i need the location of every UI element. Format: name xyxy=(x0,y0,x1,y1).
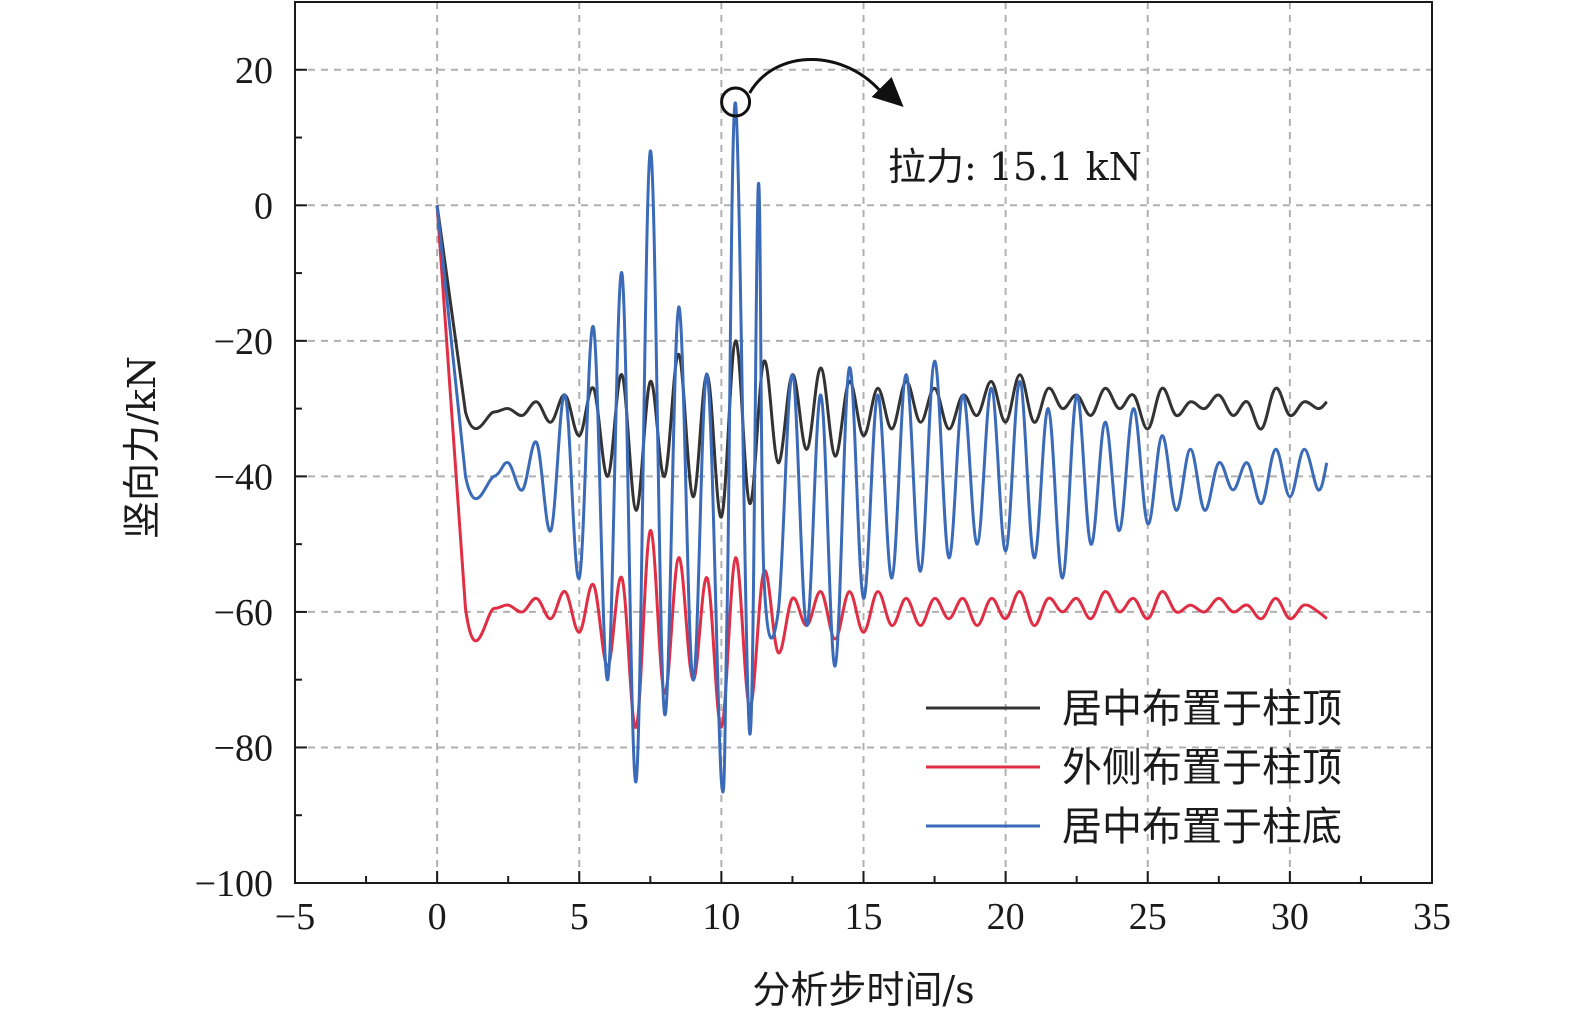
series-line-1 xyxy=(435,205,1328,519)
grid-lines xyxy=(295,2,1432,883)
axis-tick-labels: −5 0 5 10 15 20 25 30 35 −100 −80 −60 −40 −20 0 20 xyxy=(195,50,1451,938)
legend-label-3: 居中布置于柱底 xyxy=(1062,804,1342,850)
y-tick-label: −40 xyxy=(214,456,273,498)
annotation-arrow xyxy=(748,57,885,96)
y-tick-label: −80 xyxy=(214,727,273,769)
x-tick-label: 0 xyxy=(428,896,447,938)
x-tick-label: 5 xyxy=(570,896,589,938)
series-layer xyxy=(435,101,1329,794)
x-axis-title: 分析步时间/s xyxy=(752,968,974,1012)
annotation-label: 拉力: 15.1 kN xyxy=(888,145,1142,189)
x-tick-label: −5 xyxy=(275,896,315,938)
y-tick-label: 0 xyxy=(254,185,273,227)
y-tick-label: −100 xyxy=(195,863,273,905)
x-tick-label: 20 xyxy=(987,896,1025,938)
x-tick-label: 10 xyxy=(702,896,740,938)
x-tick-label: 15 xyxy=(845,896,883,938)
peak-annotation: 拉力: 15.1 kN xyxy=(720,57,1142,189)
axis-ticks xyxy=(294,1,1433,884)
y-axis-title: 竖向力/kN xyxy=(120,356,164,539)
series-line-2 xyxy=(435,205,1328,729)
y-tick-label: −60 xyxy=(214,592,273,634)
x-tick-label: 30 xyxy=(1271,896,1309,938)
y-tick-label: 20 xyxy=(235,50,273,92)
annotation-arrowhead xyxy=(871,76,904,107)
x-tick-label: 35 xyxy=(1413,896,1451,938)
peak-marker-circle xyxy=(720,86,752,118)
series-line-3 xyxy=(435,101,1329,794)
legend-label-2: 外侧布置于柱顶 xyxy=(1062,745,1342,791)
x-tick-label: 25 xyxy=(1129,896,1167,938)
y-tick-label: −20 xyxy=(214,321,273,363)
legend-label-1: 居中布置于柱顶 xyxy=(1062,686,1342,732)
